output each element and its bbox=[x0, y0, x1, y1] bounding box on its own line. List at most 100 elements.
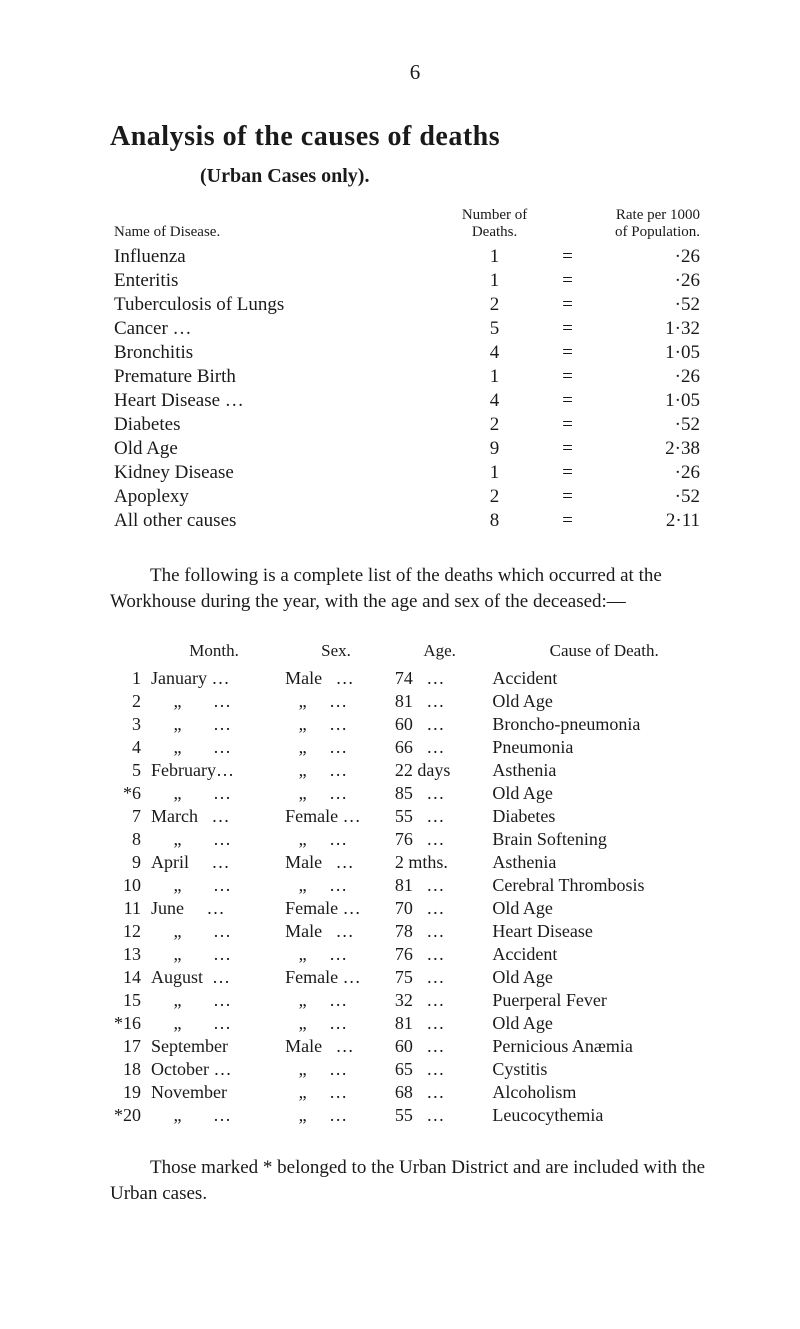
death-count: 1 bbox=[455, 269, 535, 293]
cause-cell: Accident bbox=[488, 943, 720, 966]
sex-cell: „ … bbox=[281, 1104, 391, 1127]
month-cell: „ … bbox=[147, 828, 281, 851]
row-index: 7 bbox=[110, 805, 147, 828]
month-cell: June … bbox=[147, 897, 281, 920]
age-cell: 76 … bbox=[391, 943, 489, 966]
age-cell: 68 … bbox=[391, 1081, 489, 1104]
equals-sign: = bbox=[534, 341, 600, 365]
age-cell: 70 … bbox=[391, 897, 489, 920]
cause-cell: Heart Disease bbox=[488, 920, 720, 943]
death-count: 9 bbox=[455, 437, 535, 461]
header-age: Age. bbox=[391, 640, 489, 667]
page: 6 Analysis of the causes of deaths (Urba… bbox=[0, 0, 800, 1287]
disease-name: Enteritis bbox=[110, 269, 455, 293]
cause-cell: Alcoholism bbox=[488, 1081, 720, 1104]
table-row: 1January …Male …74 …Accident bbox=[110, 667, 720, 690]
table-row: Enteritis1=·26 bbox=[110, 269, 720, 293]
row-index: 18 bbox=[110, 1058, 147, 1081]
header-sex: Sex. bbox=[281, 640, 391, 667]
row-index: 2 bbox=[110, 690, 147, 713]
age-cell: 60 … bbox=[391, 713, 489, 736]
equals-sign: = bbox=[534, 365, 600, 389]
row-index: 1 bbox=[110, 667, 147, 690]
equals-sign: = bbox=[534, 485, 600, 509]
death-rate: 1·05 bbox=[601, 389, 720, 413]
death-rate: ·52 bbox=[601, 485, 720, 509]
sex-cell: Male … bbox=[281, 851, 391, 874]
header-name: Name of Disease. bbox=[110, 206, 455, 245]
month-cell: „ … bbox=[147, 713, 281, 736]
month-cell: August … bbox=[147, 966, 281, 989]
sex-cell: „ … bbox=[281, 759, 391, 782]
page-number: 6 bbox=[110, 60, 720, 85]
age-cell: 66 … bbox=[391, 736, 489, 759]
month-cell: „ … bbox=[147, 874, 281, 897]
table-row: 18October … „ …65 …Cystitis bbox=[110, 1058, 720, 1081]
month-cell: „ … bbox=[147, 1104, 281, 1127]
equals-sign: = bbox=[534, 317, 600, 341]
table-row: Apoplexy2=·52 bbox=[110, 485, 720, 509]
row-index: 5 bbox=[110, 759, 147, 782]
age-cell: 81 … bbox=[391, 874, 489, 897]
cause-cell: Old Age bbox=[488, 1012, 720, 1035]
sex-cell: „ … bbox=[281, 874, 391, 897]
disease-name: Diabetes bbox=[110, 413, 455, 437]
table-row: Bronchitis4=1·05 bbox=[110, 341, 720, 365]
page-title: Analysis of the causes of deaths bbox=[110, 121, 720, 153]
disease-name: Premature Birth bbox=[110, 365, 455, 389]
page-subtitle: (Urban Cases only). bbox=[200, 165, 720, 188]
header-rate: Rate per 1000 of Population. bbox=[601, 206, 720, 245]
age-cell: 74 … bbox=[391, 667, 489, 690]
age-cell: 22 days bbox=[391, 759, 489, 782]
table-row: Diabetes2=·52 bbox=[110, 413, 720, 437]
death-count: 1 bbox=[455, 461, 535, 485]
month-cell: „ … bbox=[147, 989, 281, 1012]
age-cell: 32 … bbox=[391, 989, 489, 1012]
month-cell: February… bbox=[147, 759, 281, 782]
row-index: 14 bbox=[110, 966, 147, 989]
death-count: 2 bbox=[455, 413, 535, 437]
sex-cell: „ … bbox=[281, 782, 391, 805]
disease-name: Apoplexy bbox=[110, 485, 455, 509]
age-cell: 76 … bbox=[391, 828, 489, 851]
cause-cell: Pneumonia bbox=[488, 736, 720, 759]
cause-cell: Puerperal Fever bbox=[488, 989, 720, 1012]
disease-table: Name of Disease. Number of Deaths. Rate … bbox=[110, 206, 720, 533]
month-cell: January … bbox=[147, 667, 281, 690]
cause-cell: Accident bbox=[488, 667, 720, 690]
table-row: All other causes8=2·11 bbox=[110, 509, 720, 533]
footnote: Those marked * belonged to the Urban Dis… bbox=[110, 1155, 720, 1206]
cause-cell: Leucocythemia bbox=[488, 1104, 720, 1127]
row-index: 9 bbox=[110, 851, 147, 874]
disease-name: Heart Disease … bbox=[110, 389, 455, 413]
cause-cell: Diabetes bbox=[488, 805, 720, 828]
equals-sign: = bbox=[534, 293, 600, 317]
table-row: Tuberculosis of Lungs2=·52 bbox=[110, 293, 720, 317]
age-cell: 81 … bbox=[391, 690, 489, 713]
row-index: 13 bbox=[110, 943, 147, 966]
death-rate: ·26 bbox=[601, 245, 720, 269]
sex-cell: Female … bbox=[281, 897, 391, 920]
disease-name: Old Age bbox=[110, 437, 455, 461]
age-cell: 2 mths. bbox=[391, 851, 489, 874]
sex-cell: „ … bbox=[281, 713, 391, 736]
disease-name: All other causes bbox=[110, 509, 455, 533]
table-header-row: Name of Disease. Number of Deaths. Rate … bbox=[110, 206, 720, 245]
table-row: Premature Birth1=·26 bbox=[110, 365, 720, 389]
table-header-row: Month. Sex. Age. Cause of Death. bbox=[110, 640, 720, 667]
disease-name: Bronchitis bbox=[110, 341, 455, 365]
month-cell: „ … bbox=[147, 782, 281, 805]
table-row: 9April …Male …2 mths.Asthenia bbox=[110, 851, 720, 874]
cause-cell: Cystitis bbox=[488, 1058, 720, 1081]
age-cell: 55 … bbox=[391, 1104, 489, 1127]
row-index: 4 bbox=[110, 736, 147, 759]
death-rate: 2·11 bbox=[601, 509, 720, 533]
month-cell: March … bbox=[147, 805, 281, 828]
workhouse-table: Month. Sex. Age. Cause of Death. 1Januar… bbox=[110, 640, 720, 1127]
month-cell: „ … bbox=[147, 1012, 281, 1035]
row-index: 10 bbox=[110, 874, 147, 897]
age-cell: 75 … bbox=[391, 966, 489, 989]
death-count: 5 bbox=[455, 317, 535, 341]
cause-cell: Old Age bbox=[488, 966, 720, 989]
death-rate: ·52 bbox=[601, 293, 720, 317]
